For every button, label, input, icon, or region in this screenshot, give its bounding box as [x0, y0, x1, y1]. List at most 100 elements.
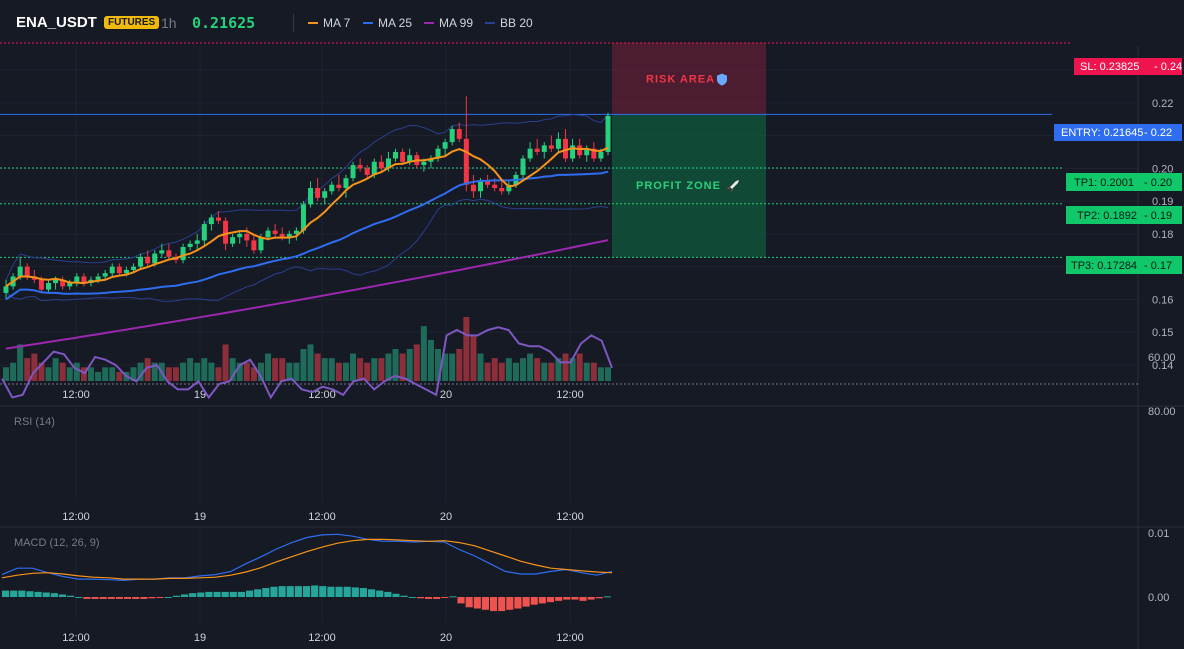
macd-histogram-bar	[400, 595, 408, 597]
volume-bar	[590, 362, 597, 381]
sl-tag-tick: - 0.24	[1154, 61, 1182, 73]
candle-body	[378, 161, 384, 169]
macd-histogram-bar	[83, 597, 91, 599]
macd-histogram-bar	[359, 588, 367, 597]
macd-histogram-bar	[506, 597, 514, 610]
volume-bar	[449, 353, 456, 381]
volume-bar	[17, 344, 24, 381]
interval-label[interactable]: 1h	[161, 15, 177, 31]
candle-body	[95, 276, 101, 280]
candle-body	[364, 168, 370, 175]
macd-histogram-bar	[555, 597, 563, 601]
volume-bar	[293, 362, 300, 381]
candle-body	[286, 233, 292, 238]
candle-body	[187, 243, 193, 247]
rsi-pane[interactable]: RSI (14) 80.00 60.00	[0, 326, 1176, 428]
tp1-tag[interactable]: TP1: 0.2001 - 0.20	[1066, 173, 1182, 191]
volume-bar	[548, 362, 555, 381]
candle-body	[74, 276, 80, 284]
volume-bar	[505, 358, 512, 381]
candle-body	[598, 151, 604, 159]
macd-histogram-bar	[433, 597, 441, 599]
volume-bar	[137, 362, 144, 381]
bb-lower-line	[5, 198, 609, 302]
legend-ma25[interactable]: MA 25	[363, 16, 412, 30]
macd-histogram-bar	[148, 597, 156, 599]
price-tick: 0.22	[1152, 98, 1173, 110]
macd-line	[1, 533, 613, 582]
volume-bar	[130, 367, 137, 381]
volume-bar	[265, 353, 272, 381]
candle-body	[520, 158, 526, 175]
legend-bb20[interactable]: BB 20	[485, 16, 533, 30]
macd-histogram-bar	[42, 592, 50, 597]
ma25-line	[5, 170, 609, 301]
macd-histogram-bar	[75, 597, 83, 598]
macd-histogram-bar	[473, 597, 481, 609]
candle-body	[194, 240, 200, 244]
volume-bar	[180, 362, 187, 381]
last-price: 0.21625	[192, 14, 256, 32]
macd-histogram-bar	[522, 597, 530, 607]
candle-body	[237, 233, 243, 238]
candle-body	[81, 276, 87, 284]
volume-bar	[201, 358, 208, 381]
candle-body	[315, 188, 321, 198]
price-tick: 0.19	[1152, 196, 1173, 208]
candle-body	[300, 204, 306, 231]
macd-histogram-bar	[571, 597, 579, 600]
candle-body	[230, 237, 236, 244]
bb-upper-line	[5, 114, 609, 281]
macd-histogram-bar	[278, 586, 286, 597]
macd-histogram-bar	[156, 597, 164, 598]
legend-ma99-label: MA 99	[439, 16, 474, 30]
candle-body	[548, 145, 554, 149]
macd-histogram-bar	[595, 597, 603, 599]
candle-body	[527, 148, 533, 159]
candle-body	[130, 266, 136, 270]
candle-body	[3, 286, 9, 293]
legend-bb20-label: BB 20	[500, 16, 533, 30]
macd-histogram-bar	[67, 595, 75, 597]
candle-body	[428, 158, 434, 162]
legend-ma7-label: MA 7	[323, 16, 351, 30]
sl-tag[interactable]: SL: 0.23825 - 0.24	[1074, 58, 1182, 75]
macd-pane[interactable]: MACD (12, 26, 9) 0.01 0.00	[1, 528, 1169, 612]
volume-bar	[87, 367, 94, 381]
volume-bar	[165, 367, 172, 381]
candle-body	[45, 283, 51, 290]
entry-tag[interactable]: ENTRY: 0.21645- 0.22	[1054, 124, 1182, 141]
volume-bar	[314, 353, 321, 381]
candle-body	[215, 217, 221, 221]
candle-body	[385, 158, 391, 169]
macd-histogram-bar	[107, 597, 115, 599]
time-tick: 12:00	[556, 511, 584, 523]
time-tick: 20	[440, 511, 452, 523]
volume-bar	[24, 358, 31, 381]
macd-histogram-bar	[546, 597, 555, 603]
macd-histogram-bar	[262, 588, 270, 597]
candle-body	[371, 161, 377, 175]
legend-bb20-swatch	[485, 22, 495, 24]
volume-bar	[583, 362, 590, 381]
volume-bar	[31, 353, 38, 381]
candle-body	[485, 181, 491, 185]
candle-body	[442, 142, 448, 149]
legend-ma25-label: MA 25	[378, 16, 413, 30]
trade-zones: RISK AREA PROFIT ZONE	[612, 42, 766, 258]
legend-ma99[interactable]: MA 99	[424, 16, 473, 30]
tp3-tag[interactable]: TP3: 0.17284 - 0.17	[1066, 256, 1182, 274]
candle-body	[166, 250, 172, 257]
tp2-tag[interactable]: TP2: 0.1892 - 0.19	[1066, 206, 1182, 224]
tp3-tag-tick: - 0.17	[1144, 260, 1172, 272]
macd-histogram-bar	[205, 591, 213, 597]
symbol-name[interactable]: ENA_USDT	[16, 14, 97, 31]
macd-histogram-bar	[465, 597, 473, 608]
legend-ma7[interactable]: MA 7	[308, 16, 350, 30]
volume-bar	[45, 367, 52, 381]
volume-bar	[300, 349, 307, 381]
tp1-tag-label: TP1: 0.2001	[1074, 177, 1134, 189]
header-divider	[293, 14, 294, 32]
candle-body	[265, 230, 271, 238]
